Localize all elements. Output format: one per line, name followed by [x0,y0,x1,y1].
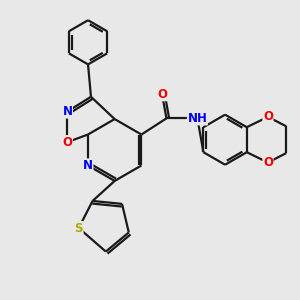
Text: S: S [74,221,83,235]
Text: O: O [263,156,273,169]
Text: O: O [157,88,167,101]
Text: N: N [62,105,72,118]
Text: NH: NH [188,112,207,125]
Text: O: O [62,136,72,148]
Text: N: N [83,159,93,172]
Text: O: O [263,110,273,123]
